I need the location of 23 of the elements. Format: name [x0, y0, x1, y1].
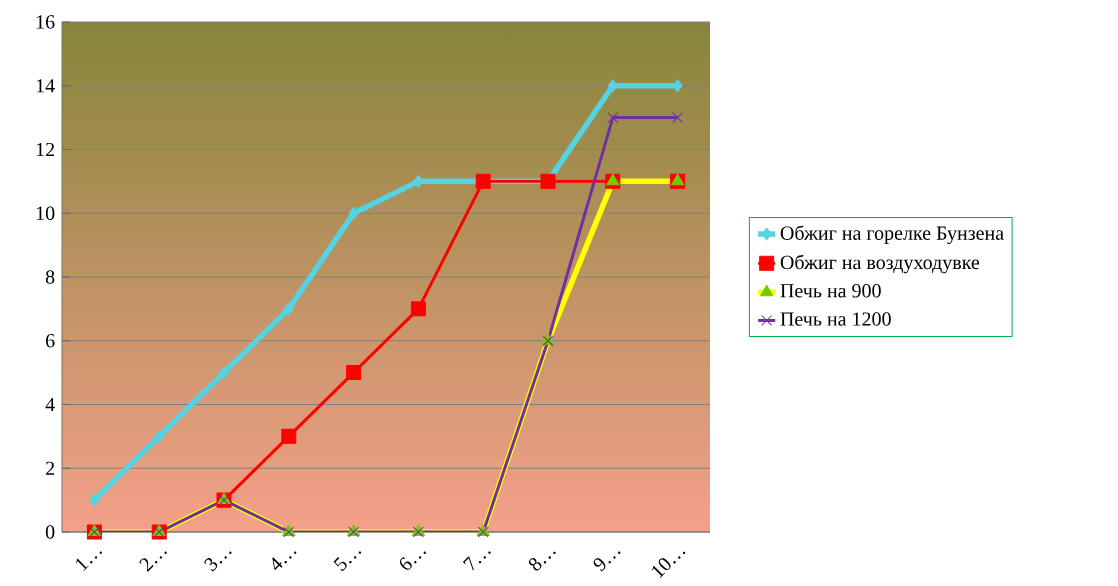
legend-label: Печь на 900: [780, 284, 881, 298]
y-tick-label: 14: [36, 79, 55, 93]
y-tick-label: 0: [45, 525, 55, 539]
y-tick-label: 6: [46, 334, 55, 348]
legend-label: Обжиг на горелке Бунзена: [780, 225, 1004, 245]
x-tick-label: 2…: [139, 551, 167, 572]
x-tick-label: 5…: [333, 551, 362, 572]
x-tick-label: 9…: [593, 551, 621, 572]
x-tick-label: 1…: [76, 551, 102, 572]
y-tick-label: 4: [45, 397, 55, 412]
x-tick-label: 6…: [399, 551, 426, 570]
legend-label: Обжиг на воздуходувке: [780, 254, 980, 274]
x-tick-label: 3…: [204, 551, 232, 572]
y-tick-label: 8: [45, 270, 55, 284]
x-tick-label: 7…: [462, 551, 491, 571]
x-tick-label: 4…: [272, 551, 297, 570]
legend-label: Печь на 1200: [780, 312, 891, 326]
x-tick-label: 8…: [528, 551, 556, 571]
y-tick-label: 2: [46, 461, 55, 475]
x-tick-label: 10…: [652, 551, 686, 579]
y-tick-label: 10: [36, 206, 55, 220]
y-tick-label: 12: [36, 142, 55, 157]
y-tick-label: 16: [36, 15, 55, 29]
